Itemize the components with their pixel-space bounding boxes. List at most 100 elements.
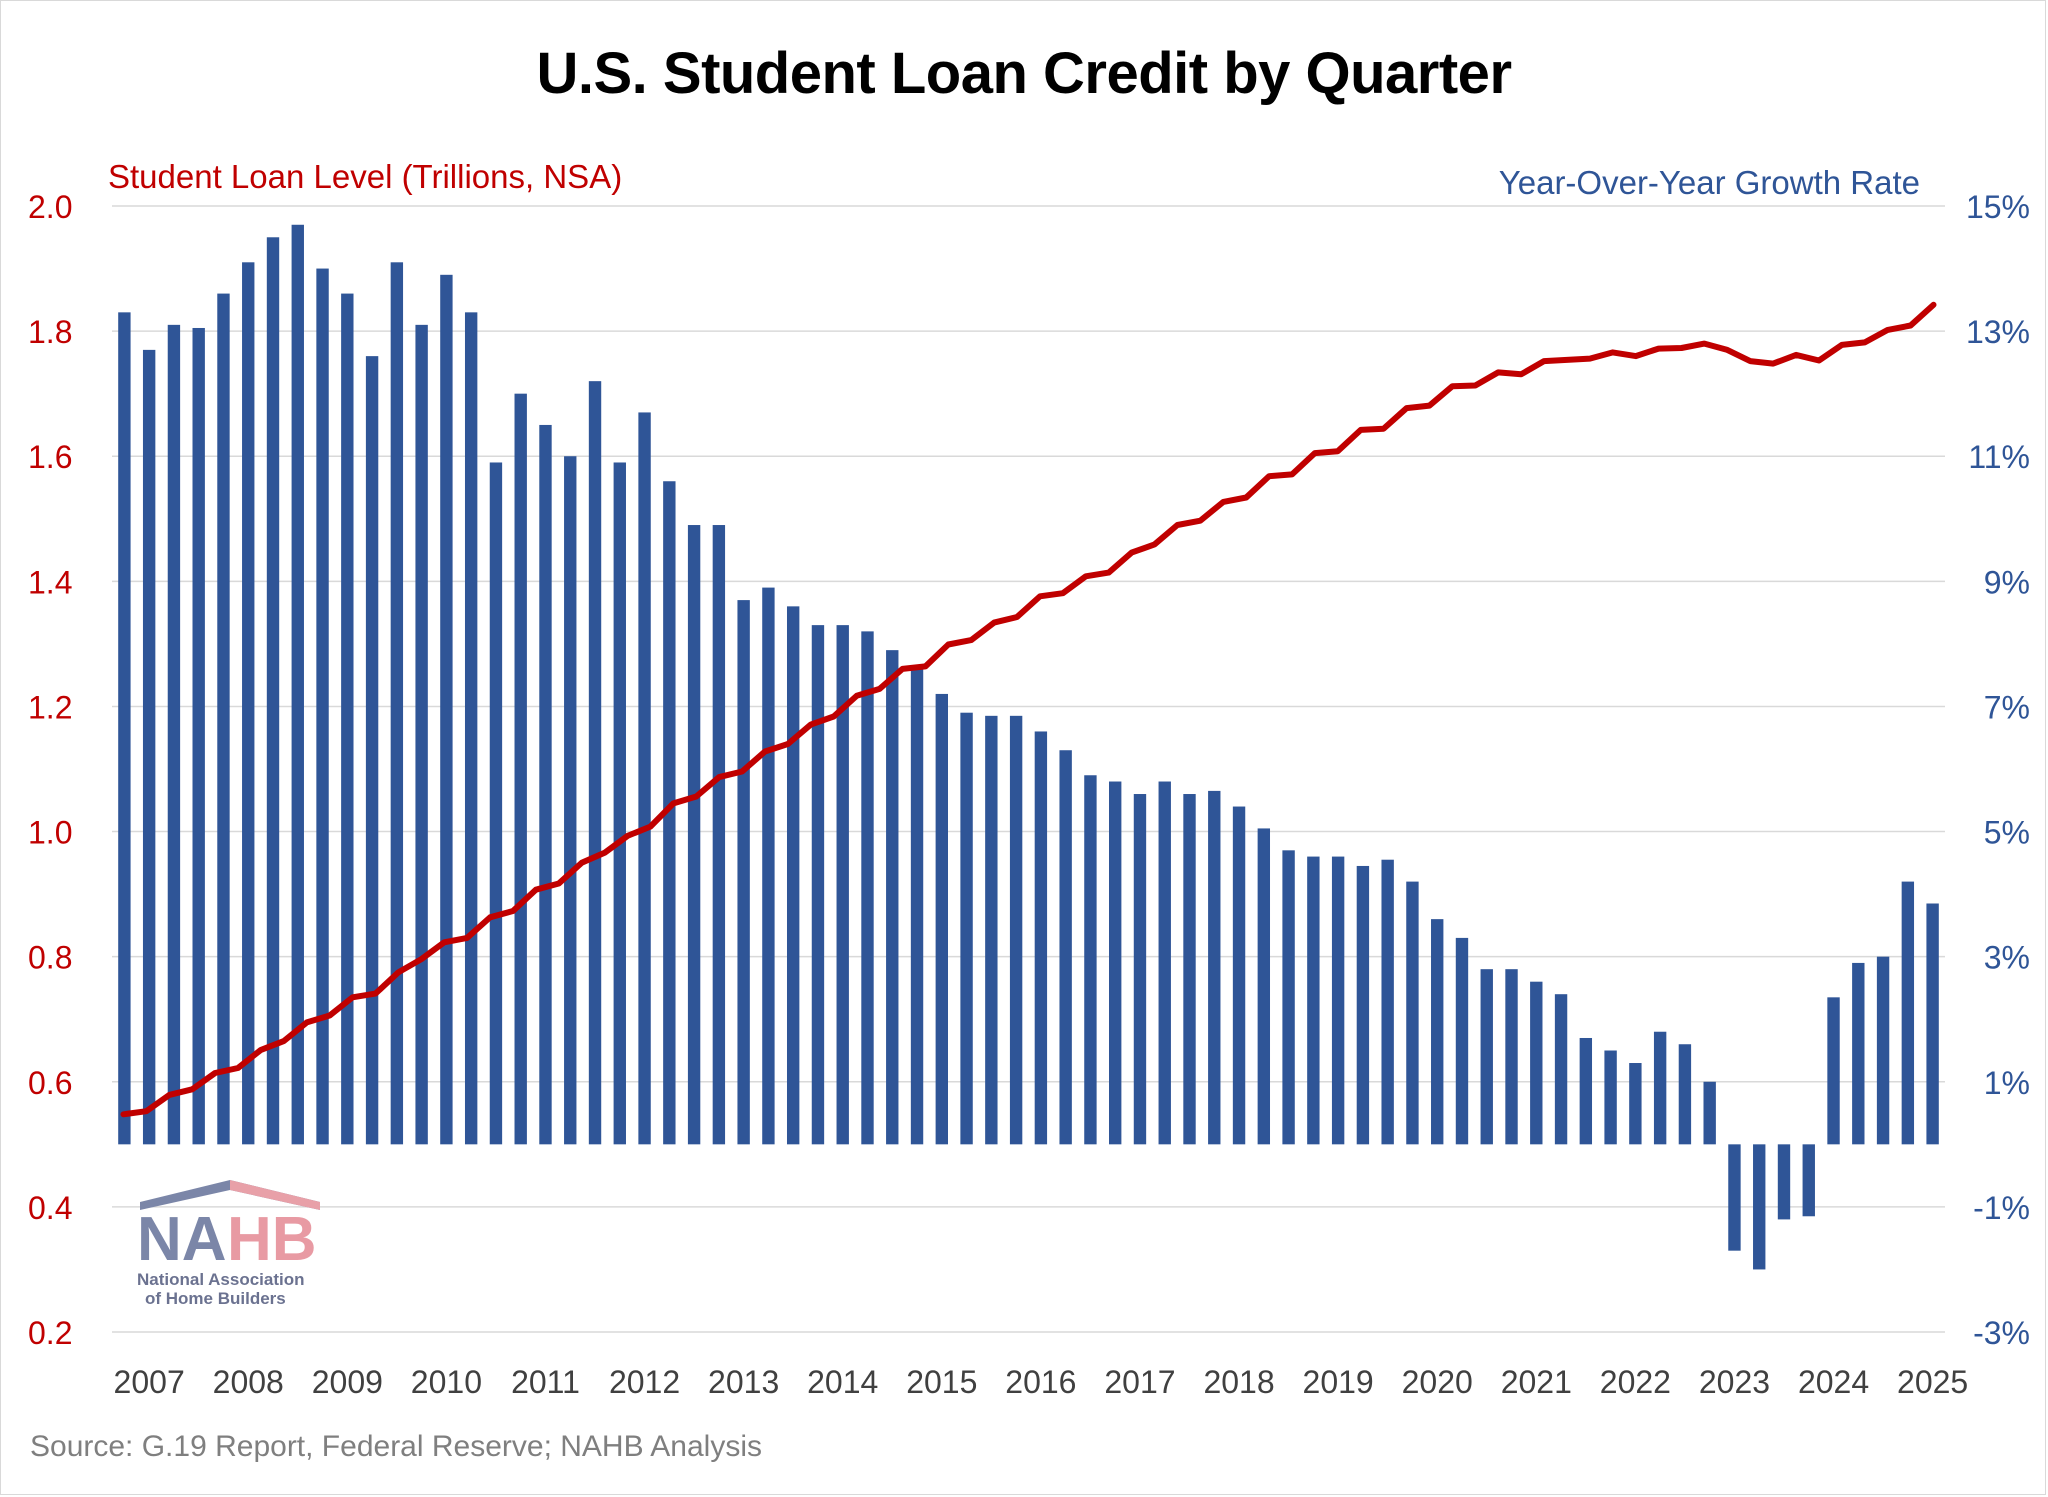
right-tick-label: 13% bbox=[1966, 314, 2030, 350]
right-tick-label: -1% bbox=[1973, 1190, 2030, 1226]
growth-bar bbox=[1629, 1063, 1642, 1145]
growth-bar bbox=[836, 625, 849, 1145]
growth-bar bbox=[588, 381, 602, 1145]
growth-bar bbox=[192, 327, 205, 1145]
left-tick-label: 1.8 bbox=[28, 314, 72, 350]
x-tick-label: 2020 bbox=[1402, 1364, 1473, 1400]
growth-bar bbox=[861, 631, 874, 1145]
right-tick-label: 7% bbox=[1984, 689, 2030, 725]
growth-bar bbox=[539, 424, 552, 1145]
x-tick-label: 2018 bbox=[1203, 1364, 1274, 1400]
growth-bar bbox=[1431, 919, 1444, 1145]
growth-bar bbox=[1852, 962, 1865, 1145]
growth-bar bbox=[1653, 1031, 1667, 1145]
growth-bar bbox=[910, 668, 924, 1145]
growth-bar bbox=[365, 356, 379, 1145]
svg-text:HB: HB bbox=[227, 1205, 317, 1274]
right-tick-label: 5% bbox=[1984, 815, 2030, 851]
x-tick-label: 2012 bbox=[609, 1364, 680, 1400]
growth-bar bbox=[1777, 1144, 1791, 1220]
growth-bar bbox=[390, 262, 404, 1145]
growth-bar bbox=[514, 393, 527, 1145]
growth-bar bbox=[811, 625, 825, 1145]
growth-bar bbox=[613, 462, 626, 1145]
growth-bar bbox=[1728, 1144, 1741, 1251]
growth-bar bbox=[687, 525, 701, 1145]
growth-bar bbox=[1331, 856, 1345, 1145]
growth-bar bbox=[1381, 859, 1394, 1145]
growth-bar bbox=[712, 525, 726, 1145]
growth-bar bbox=[1901, 881, 1915, 1145]
right-tick-label: -3% bbox=[1973, 1315, 2030, 1351]
right-tick-label: 9% bbox=[1984, 564, 2030, 600]
growth-bar bbox=[1802, 1144, 1815, 1217]
growth-bar bbox=[291, 224, 304, 1145]
right-tick-label: 1% bbox=[1984, 1065, 2030, 1101]
right-tick-label: 11% bbox=[1968, 439, 2030, 475]
growth-bar bbox=[167, 324, 181, 1145]
x-tick-label: 2022 bbox=[1600, 1364, 1671, 1400]
left-tick-label: 1.0 bbox=[28, 815, 72, 851]
growth-bar bbox=[960, 712, 973, 1145]
growth-bar bbox=[1480, 969, 1493, 1145]
growth-bar bbox=[1455, 937, 1469, 1145]
x-tick-label: 2021 bbox=[1501, 1364, 1572, 1400]
x-tick-label: 2016 bbox=[1005, 1364, 1076, 1400]
growth-bar bbox=[1505, 969, 1518, 1145]
x-tick-label: 2024 bbox=[1798, 1364, 1869, 1400]
growth-bar bbox=[1084, 775, 1097, 1145]
growth-bar bbox=[316, 268, 329, 1145]
growth-bar bbox=[1406, 881, 1419, 1145]
growth-bar bbox=[1876, 956, 1890, 1145]
growth-bar bbox=[1926, 903, 1939, 1145]
left-axis-label: Student Loan Level (Trillions, NSA) bbox=[108, 158, 623, 195]
x-tick-label: 2019 bbox=[1303, 1364, 1374, 1400]
growth-bar bbox=[1579, 1037, 1593, 1145]
growth-bar bbox=[886, 650, 899, 1145]
left-tick-label: 0.6 bbox=[28, 1065, 72, 1101]
x-tick-label: 2017 bbox=[1104, 1364, 1175, 1400]
nahb-logo: NA HB National Association of Home Build… bbox=[137, 1180, 320, 1308]
growth-bar bbox=[1009, 715, 1023, 1145]
growth-bar bbox=[1257, 828, 1271, 1145]
growth-bar bbox=[786, 606, 800, 1145]
growth-bar bbox=[1059, 750, 1072, 1145]
student-loan-level-line bbox=[120, 301, 1937, 1118]
x-tick-label: 2013 bbox=[708, 1364, 779, 1400]
growth-bar bbox=[266, 237, 280, 1145]
left-tick-label: 1.2 bbox=[28, 689, 72, 725]
source-note: Source: G.19 Report, Federal Reserve; NA… bbox=[30, 1430, 762, 1463]
growth-bar bbox=[1133, 794, 1147, 1145]
svg-text:National Association: National Association bbox=[137, 1270, 305, 1289]
growth-bar bbox=[762, 587, 775, 1145]
growth-bar bbox=[1753, 1144, 1766, 1270]
growth-bar bbox=[935, 693, 948, 1145]
growth-bar bbox=[1232, 806, 1246, 1145]
growth-bar bbox=[1827, 997, 1840, 1145]
growth-bar bbox=[737, 600, 750, 1145]
growth-bar bbox=[1034, 731, 1048, 1145]
svg-text:NA: NA bbox=[137, 1205, 227, 1274]
growth-bar bbox=[1307, 856, 1320, 1145]
growth-bar bbox=[1554, 994, 1568, 1145]
right-tick-label: 15% bbox=[1966, 189, 2030, 225]
growth-bar bbox=[489, 462, 503, 1145]
growth-bar bbox=[242, 262, 255, 1145]
growth-bar bbox=[118, 312, 131, 1145]
growth-bar bbox=[1158, 781, 1171, 1145]
growth-bar bbox=[217, 293, 230, 1145]
growth-bar bbox=[415, 324, 428, 1145]
x-tick-label: 2009 bbox=[312, 1364, 383, 1400]
growth-bar bbox=[564, 456, 577, 1145]
growth-bar bbox=[985, 715, 998, 1145]
left-tick-label: 2.0 bbox=[28, 189, 72, 225]
left-tick-label: 0.2 bbox=[28, 1315, 72, 1351]
svg-text:of Home Builders: of Home Builders bbox=[145, 1289, 286, 1308]
growth-bar bbox=[1678, 1044, 1692, 1145]
growth-bar bbox=[1604, 1050, 1617, 1145]
growth-bar bbox=[1109, 781, 1122, 1145]
left-tick-label: 1.4 bbox=[28, 564, 72, 600]
right-axis-label: Year-Over-Year Growth Rate bbox=[1498, 164, 1920, 201]
